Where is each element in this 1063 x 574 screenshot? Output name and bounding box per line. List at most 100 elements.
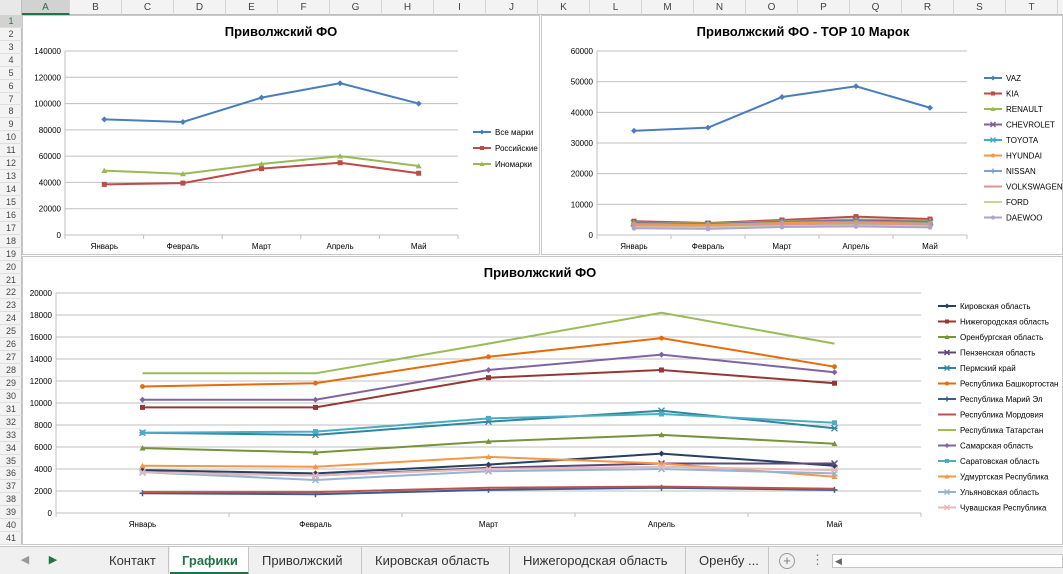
sheet-tab[interactable]: Нижегородская область [511, 547, 686, 574]
row-header-3[interactable]: 3 [0, 41, 22, 54]
y-tick-label: 4000 [34, 465, 52, 474]
column-header-I[interactable]: I [434, 0, 486, 15]
row-header-36[interactable]: 36 [0, 467, 22, 481]
row-header-10[interactable]: 10 [0, 131, 22, 145]
legend-label: Республика Марий Эл [960, 395, 1043, 404]
chart-top10-brands[interactable]: Приволжский ФО - TOP 10 Марок 0 10000 20000… [541, 15, 1063, 255]
column-header-N[interactable]: N [694, 0, 746, 15]
legend-label: NISSAN [1006, 167, 1036, 176]
row-header-25[interactable]: 25 [0, 325, 22, 339]
next-sheet-icon[interactable]: ▶ [48, 554, 58, 566]
row-header-18[interactable]: 18 [0, 235, 22, 248]
more-options-icon[interactable]: ⋮ [811, 552, 824, 567]
column-header-H[interactable]: H [382, 0, 434, 15]
legend-label: Самарская область [960, 442, 1033, 451]
sheet-tab[interactable]: Оренбу ... [687, 547, 769, 574]
column-header-Q[interactable]: Q [850, 0, 902, 15]
row-header-33[interactable]: 33 [0, 429, 22, 442]
column-header-O[interactable]: O [746, 0, 798, 15]
row-header-30[interactable]: 30 [0, 390, 22, 403]
sheet-tab[interactable]: Контакт [97, 547, 169, 574]
data-point [631, 127, 637, 134]
column-header-B[interactable]: B [70, 0, 122, 15]
data-point [258, 94, 265, 101]
column-header-G[interactable]: G [330, 0, 382, 15]
column-header-A[interactable]: A [22, 0, 70, 15]
row-header-39[interactable]: 39 [0, 506, 22, 520]
column-header-E[interactable]: E [226, 0, 278, 15]
select-all-corner[interactable] [0, 0, 22, 15]
sheet-tab[interactable]: Графики [170, 547, 249, 574]
horizontal-scrollbar[interactable]: ◀ [832, 554, 1063, 568]
legend-label: DAEWOO [1006, 214, 1042, 223]
data-point [485, 438, 492, 444]
column-header-P[interactable]: P [798, 0, 850, 15]
legend-marker [990, 137, 996, 143]
x-tick-label: Февраль [167, 242, 200, 251]
data-point [631, 225, 637, 231]
scroll-left-icon[interactable]: ◀ [835, 556, 842, 566]
column-header-M[interactable]: M [642, 0, 694, 15]
x-tick-label: Январь [129, 520, 156, 529]
row-header-26[interactable]: 26 [0, 338, 22, 352]
y-tick-label: 14000 [30, 355, 53, 364]
row-header-13[interactable]: 13 [0, 170, 22, 184]
row-header-15[interactable]: 15 [0, 196, 22, 209]
add-sheet-icon[interactable]: + [779, 553, 795, 569]
sheet-tab[interactable]: Кировская область [363, 547, 510, 574]
row-header-8[interactable]: 8 [0, 105, 22, 119]
row-header-2[interactable]: 2 [0, 28, 22, 41]
legend-marker [944, 303, 950, 309]
row-header-20[interactable]: 20 [0, 261, 22, 274]
row-header-6[interactable]: 6 [0, 80, 22, 93]
column-header-L[interactable]: L [590, 0, 642, 15]
row-header-40[interactable]: 40 [0, 519, 22, 533]
row-header-12[interactable]: 12 [0, 157, 22, 171]
row-header-23[interactable]: 23 [0, 299, 22, 313]
y-tick-label: 30000 [571, 139, 594, 148]
row-header-16[interactable]: 16 [0, 209, 22, 222]
row-header-37[interactable]: 37 [0, 480, 22, 494]
row-header-19[interactable]: 19 [0, 248, 22, 261]
data-point [853, 83, 859, 90]
row-header-1[interactable]: 1 [0, 15, 22, 28]
row-header-9[interactable]: 9 [0, 118, 22, 132]
column-header-K[interactable]: K [538, 0, 590, 15]
row-header-27[interactable]: 27 [0, 351, 22, 365]
column-header-D[interactable]: D [174, 0, 226, 15]
column-header-J[interactable]: J [486, 0, 538, 15]
row-header-38[interactable]: 38 [0, 493, 22, 507]
chart-regions[interactable]: Приволжский ФО 0 2000 4000 6000 8000 10000 1200… [22, 256, 1063, 545]
row-header-7[interactable]: 7 [0, 93, 22, 106]
row-header-11[interactable]: 11 [0, 144, 22, 158]
row-header-31[interactable]: 31 [0, 403, 22, 416]
row-header-34[interactable]: 34 [0, 442, 22, 455]
row-header-32[interactable]: 32 [0, 416, 22, 429]
column-header-F[interactable]: F [278, 0, 330, 15]
legend-label: Оренбургская область [960, 333, 1043, 342]
x-tick-label: Январь [620, 242, 647, 251]
column-header-T[interactable]: T [1006, 0, 1058, 15]
data-point [830, 459, 839, 468]
worksheet-grid[interactable]: Приволжский ФО 0 20000 40000 60000 80000 10000… [22, 15, 1063, 545]
row-header-24[interactable]: 24 [0, 312, 22, 326]
column-header-S[interactable]: S [954, 0, 1006, 15]
data-point [658, 463, 665, 471]
row-header-4[interactable]: 4 [0, 54, 22, 67]
column-header-C[interactable]: C [122, 0, 174, 15]
row-header-29[interactable]: 29 [0, 377, 22, 390]
chart-summary[interactable]: Приволжский ФО 0 20000 40000 60000 80000 10000… [22, 15, 540, 255]
row-header-17[interactable]: 17 [0, 222, 22, 235]
row-header-41[interactable]: 41 [0, 532, 22, 545]
row-header-5[interactable]: 5 [0, 67, 22, 80]
row-header-22[interactable]: 22 [0, 286, 22, 300]
row-header-14[interactable]: 14 [0, 183, 22, 196]
column-header-R[interactable]: R [902, 0, 954, 15]
row-header-28[interactable]: 28 [0, 364, 22, 377]
legend-label: Пензенская область [960, 349, 1035, 358]
data-point [180, 180, 186, 186]
sheet-tab[interactable]: Приволжский [250, 547, 362, 574]
prev-sheet-icon[interactable]: ◀ [20, 554, 30, 566]
row-header-35[interactable]: 35 [0, 455, 22, 468]
row-header-21[interactable]: 21 [0, 274, 22, 287]
